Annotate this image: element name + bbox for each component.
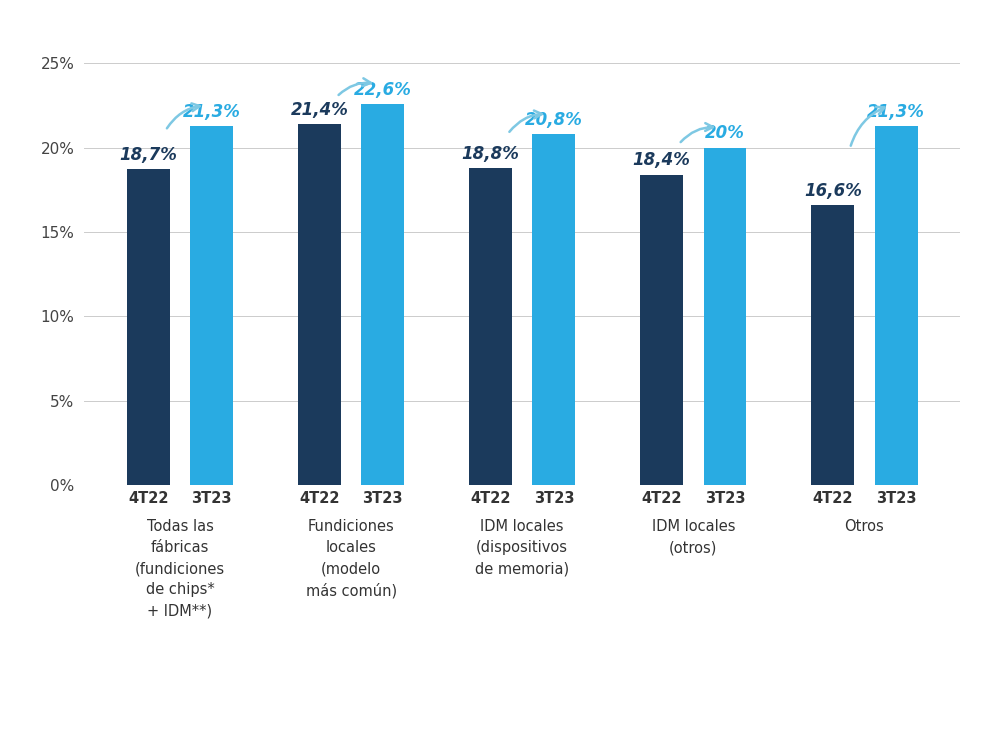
Bar: [812, 205, 854, 485]
Text: IDM locales
(otros): IDM locales (otros): [651, 519, 736, 555]
Text: 20%: 20%: [705, 124, 744, 143]
Text: 22,6%: 22,6%: [353, 81, 412, 98]
Bar: [190, 126, 233, 485]
Text: 3T23: 3T23: [534, 490, 574, 506]
Text: 20,8%: 20,8%: [525, 111, 583, 129]
Bar: [361, 104, 404, 485]
Text: 21,3%: 21,3%: [183, 103, 241, 121]
Text: 4T22: 4T22: [299, 490, 340, 506]
Bar: [641, 174, 683, 485]
Text: 21,3%: 21,3%: [867, 103, 925, 121]
Bar: [298, 124, 341, 485]
Text: 3T23: 3T23: [191, 490, 232, 506]
Text: 4T22: 4T22: [470, 490, 511, 506]
Bar: [875, 126, 918, 485]
Bar: [533, 134, 575, 485]
Text: 4T22: 4T22: [813, 490, 853, 506]
Text: 4T22: 4T22: [128, 490, 168, 506]
Text: IDM locales
(dispositivos
de memoria): IDM locales (dispositivos de memoria): [475, 519, 569, 576]
Text: 3T23: 3T23: [362, 490, 403, 506]
Text: Otros: Otros: [844, 519, 884, 534]
Bar: [704, 148, 746, 485]
Text: 3T23: 3T23: [705, 490, 745, 506]
Text: Fundiciones
locales
(modelo
más común): Fundiciones locales (modelo más común): [306, 519, 397, 598]
Text: 3T23: 3T23: [876, 490, 917, 506]
Text: Todas las
fábricas
(fundiciones
de chips*
+ IDM**): Todas las fábricas (fundiciones de chips…: [135, 519, 225, 618]
Text: 18,8%: 18,8%: [461, 145, 520, 162]
Text: 21,4%: 21,4%: [290, 101, 348, 119]
Bar: [127, 170, 169, 485]
Text: 16,6%: 16,6%: [804, 182, 861, 200]
Bar: [469, 168, 512, 485]
Text: 4T22: 4T22: [642, 490, 682, 506]
Text: 18,4%: 18,4%: [633, 151, 691, 170]
Text: 18,7%: 18,7%: [120, 146, 177, 165]
